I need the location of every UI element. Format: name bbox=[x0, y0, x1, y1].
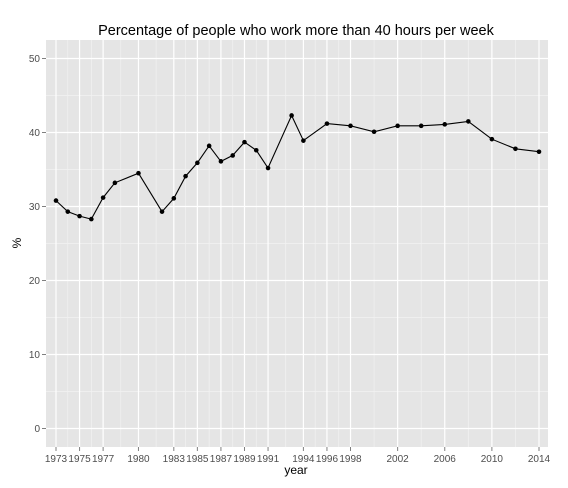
y-tick-label: 30 bbox=[29, 202, 41, 213]
data-point bbox=[371, 129, 377, 135]
y-tick-label: 20 bbox=[29, 276, 41, 287]
x-axis-title: year bbox=[284, 463, 307, 477]
x-tick-label: 1983 bbox=[163, 454, 186, 465]
data-point bbox=[159, 209, 165, 214]
data-point bbox=[418, 123, 424, 129]
data-point bbox=[195, 160, 200, 166]
data-point bbox=[77, 213, 82, 219]
data-point bbox=[395, 123, 400, 129]
data-point bbox=[324, 121, 330, 126]
x-tick-label: 1989 bbox=[233, 454, 256, 465]
data-point bbox=[171, 196, 177, 201]
data-point bbox=[536, 149, 542, 155]
x-tick-label: 1975 bbox=[68, 454, 91, 465]
data-point bbox=[183, 173, 188, 179]
y-tick-label: 0 bbox=[34, 424, 40, 435]
data-point bbox=[489, 136, 495, 142]
y-axis-ticks: 0 10 20 30 40 50 bbox=[29, 54, 46, 435]
data-point bbox=[301, 138, 306, 143]
data-point bbox=[100, 195, 106, 200]
x-tick-label: 1991 bbox=[257, 454, 280, 465]
chart-title: Percentage of people who work more than … bbox=[98, 23, 495, 39]
data-point bbox=[136, 170, 141, 176]
x-tick-label: 1994 bbox=[292, 454, 315, 465]
x-tick-label: 1996 bbox=[316, 454, 339, 465]
x-tick-label: 1985 bbox=[186, 454, 209, 465]
x-tick-label: 1987 bbox=[210, 454, 233, 465]
x-tick-label: 2010 bbox=[481, 454, 504, 465]
data-point bbox=[206, 143, 212, 149]
x-axis-ticks: 1973 1975 1977 1980 1983 1985 1987 1989 1991 1994… bbox=[45, 447, 551, 465]
x-tick-label: 2002 bbox=[387, 454, 410, 465]
x-tick-label: 2014 bbox=[528, 454, 551, 465]
major-gridlines bbox=[46, 40, 548, 447]
data-point bbox=[513, 146, 518, 152]
data-point bbox=[112, 180, 118, 186]
data-point bbox=[442, 122, 448, 127]
data-point bbox=[348, 123, 353, 129]
y-tick-label: 50 bbox=[29, 54, 41, 65]
data-point bbox=[466, 119, 471, 124]
data-point bbox=[265, 165, 271, 171]
x-tick-label: 1973 bbox=[45, 454, 68, 465]
y-tick-label: 10 bbox=[29, 350, 41, 361]
minor-gridlines bbox=[46, 40, 548, 447]
x-tick-label: 1998 bbox=[339, 454, 362, 465]
x-tick-label: 2006 bbox=[434, 454, 457, 465]
data-point bbox=[218, 159, 224, 164]
y-tick-label: 40 bbox=[29, 128, 41, 139]
data-point bbox=[89, 216, 94, 222]
data-point bbox=[289, 113, 294, 118]
data-points bbox=[53, 113, 542, 222]
data-point bbox=[65, 209, 71, 214]
x-tick-label: 1980 bbox=[127, 454, 150, 465]
data-point bbox=[53, 198, 59, 203]
y-axis-title: % bbox=[10, 237, 24, 248]
data-point bbox=[230, 153, 236, 158]
data-point bbox=[242, 139, 247, 145]
x-tick-label: 1977 bbox=[92, 454, 115, 465]
data-point bbox=[253, 147, 259, 153]
